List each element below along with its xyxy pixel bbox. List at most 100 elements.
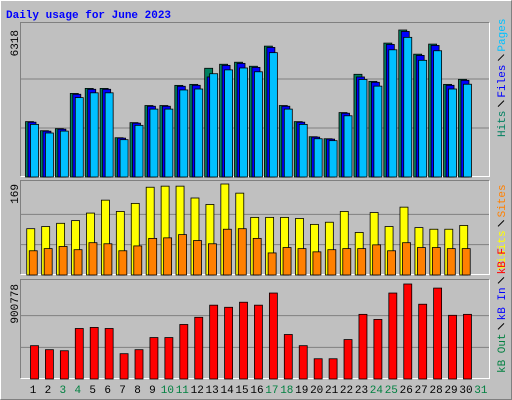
bar — [403, 36, 413, 178]
x-tick-label: 13 — [206, 385, 219, 397]
legend-label: Files — [497, 65, 509, 98]
bar — [119, 353, 129, 380]
panel-bevel — [20, 279, 490, 379]
bar — [387, 250, 396, 276]
x-tick-label: 7 — [119, 385, 126, 397]
bar — [193, 240, 202, 276]
bar — [418, 303, 428, 380]
x-tick-label: 1 — [30, 385, 37, 397]
bar — [282, 247, 292, 276]
bar — [133, 245, 143, 276]
x-tick-label: 16 — [250, 385, 263, 397]
bar — [103, 243, 113, 276]
y-tick-label: 169 — [10, 184, 22, 204]
bar — [194, 88, 204, 178]
x-tick-label: 17 — [265, 385, 278, 397]
bar — [149, 337, 159, 380]
x-tick-label: 18 — [280, 385, 293, 397]
bar — [134, 349, 144, 380]
bar — [267, 252, 277, 276]
bar — [312, 251, 322, 276]
bar — [268, 292, 278, 380]
bar — [149, 108, 159, 178]
bar — [59, 130, 69, 178]
bar — [418, 59, 428, 178]
bar — [283, 334, 293, 380]
bar — [43, 248, 53, 276]
bar — [119, 139, 129, 178]
bar — [209, 304, 219, 380]
x-tick-label: 10 — [161, 385, 174, 397]
bar — [328, 358, 338, 380]
bar — [268, 52, 278, 178]
bar — [30, 123, 39, 178]
bar — [88, 242, 98, 276]
x-tick-label: 15 — [235, 385, 248, 397]
x-tick-label: 28 — [430, 385, 443, 397]
x-tick-label: 11 — [176, 385, 190, 397]
x-tick-label: 23 — [355, 385, 368, 397]
bar — [164, 108, 174, 178]
legend-separator — [497, 277, 505, 284]
bar — [463, 83, 472, 178]
bar — [358, 79, 368, 178]
y-tick-label: 6318 — [10, 30, 22, 56]
bar — [342, 248, 352, 276]
bar — [74, 328, 84, 380]
bar — [164, 337, 174, 380]
legend-separator — [497, 323, 505, 330]
x-tick-label: 25 — [385, 385, 398, 397]
bar — [224, 69, 233, 178]
bar — [343, 339, 353, 380]
legend-label: kB In — [497, 287, 509, 320]
x-tick-label: 9 — [149, 385, 156, 397]
bar — [74, 97, 84, 178]
bar — [254, 304, 263, 380]
bar — [209, 73, 219, 178]
bar — [239, 67, 248, 178]
bar — [298, 123, 308, 178]
bar — [402, 242, 411, 276]
bar — [431, 247, 441, 276]
legend-label: kB F — [497, 248, 509, 274]
bar — [179, 324, 189, 380]
legend-label: Pages — [497, 19, 509, 52]
bar — [297, 248, 307, 276]
x-tick-label: 5 — [89, 385, 96, 397]
bar — [313, 138, 323, 178]
x-tick-label: 29 — [444, 385, 457, 397]
bar — [163, 237, 173, 276]
bar — [373, 319, 383, 380]
bar — [373, 85, 383, 178]
bar — [58, 246, 68, 276]
x-tick-label: 6 — [104, 385, 111, 397]
bar — [417, 247, 426, 276]
bar — [73, 249, 83, 276]
bar — [118, 250, 128, 276]
bar — [357, 248, 367, 276]
legend-separator — [497, 54, 505, 61]
x-tick-label: 30 — [459, 385, 472, 397]
bar — [448, 314, 457, 380]
bar — [59, 350, 69, 380]
bar — [372, 244, 382, 276]
x-tick-label: 12 — [191, 385, 204, 397]
legend-separator — [497, 100, 505, 107]
panel-bevel — [20, 22, 490, 177]
legend-label: Hits — [497, 111, 509, 137]
y-tick-label: 900778 — [10, 284, 22, 324]
legend-label: Visits — [497, 230, 509, 270]
bar — [178, 234, 187, 276]
x-tick-label: 14 — [220, 385, 234, 397]
bar — [433, 287, 443, 380]
x-tick-label: 22 — [340, 385, 353, 397]
x-tick-label: 26 — [400, 385, 413, 397]
bar — [89, 327, 99, 380]
bar — [148, 237, 158, 276]
bar — [433, 50, 443, 178]
bar — [388, 49, 398, 178]
bar — [89, 92, 99, 178]
